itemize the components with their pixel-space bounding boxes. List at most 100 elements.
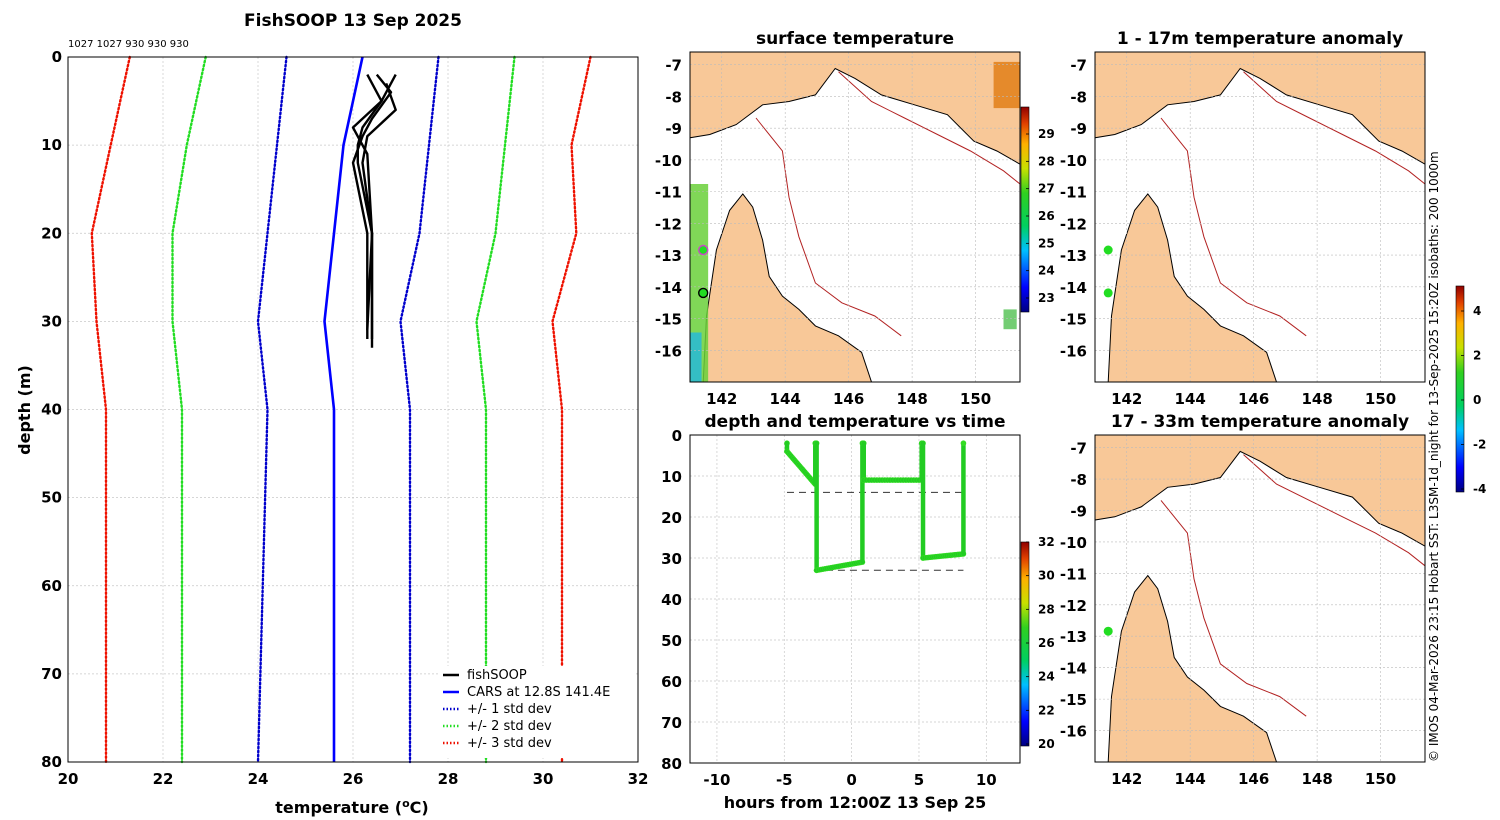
map-lon-tick: 144 <box>770 390 801 408</box>
colorbar-tick-label: -4 <box>1473 482 1486 496</box>
profile-line--3-std-dev-low- <box>90 55 131 764</box>
profile-x-tick: 26 <box>343 770 364 788</box>
map-lat-tick: -8 <box>1070 88 1087 106</box>
map-lat-tick: -12 <box>1060 597 1087 615</box>
profile-x-tick: 32 <box>628 770 649 788</box>
profile-y-tick: 70 <box>41 665 62 683</box>
profile-y-tick: 60 <box>41 577 62 595</box>
legend-box <box>438 666 634 758</box>
map-lon-tick: 142 <box>1111 770 1142 788</box>
profile-x-tick: 20 <box>58 770 79 788</box>
anom2-map: 142 144 146 148 150 -7 -8 -9 -10 -11 -12 -13 -14 -15 -… <box>1060 434 1426 788</box>
profile-x-tick: 30 <box>533 770 554 788</box>
profile-x-tick: 28 <box>438 770 459 788</box>
map-lat-tick: -10 <box>655 152 682 170</box>
profile-y-tick: 10 <box>41 136 62 154</box>
map-lon-tick: 144 <box>1175 770 1206 788</box>
timeseries-title: depth and temperature vs time <box>705 412 1006 432</box>
map-lat-tick: -9 <box>665 120 682 138</box>
sst-map-title: surface temperature <box>756 29 954 49</box>
map-lat-tick: -15 <box>1060 691 1087 709</box>
profile-line--1-std-dev-high- <box>399 55 440 764</box>
map-lon-tick: 148 <box>896 390 927 408</box>
map-lat-tick: -10 <box>1060 534 1087 552</box>
map-lat-tick: -9 <box>1070 502 1087 520</box>
land-cape-york <box>702 193 873 383</box>
ts-data-point <box>960 440 967 447</box>
map-lat-tick: -11 <box>655 184 682 202</box>
ts-colorbar-ticks: 32 30 28 26 24 22 20 <box>1026 535 1055 751</box>
profile-legend: fishSOOP CARS at 12.8S 141.4E +/- 1 std … <box>438 666 634 758</box>
map-lat-tick: -16 <box>655 342 682 360</box>
colorbar-tick-label: 28 <box>1038 154 1055 168</box>
map-frame <box>689 51 1021 383</box>
legend-sd3: +/- 3 std dev <box>467 736 552 751</box>
ts-x-tick: 5 <box>914 771 924 789</box>
legend-cars: CARS at 12.8S 141.4E <box>467 685 610 700</box>
isobath-line <box>838 71 1021 185</box>
anom1-map-panel: 1 - 17m temperature anomaly 142 144 146 148… <box>1060 29 1426 408</box>
map-lon-tick: 150 <box>960 390 991 408</box>
colorbar-tick-label: 30 <box>1038 569 1055 583</box>
map-frame <box>1094 434 1426 763</box>
profile-axes-box <box>67 56 639 763</box>
colorbar-tick-label: 29 <box>1038 127 1055 141</box>
sst-colorbar: 29 28 27 26 25 24 23 <box>1020 106 1055 313</box>
colorbar-tick-label: 32 <box>1038 535 1055 549</box>
profile-x-label: temperature (oC) <box>275 797 428 818</box>
colorbar-tick-label: 22 <box>1038 703 1055 717</box>
ts-y-tick: 0 <box>672 427 682 445</box>
isobath-line <box>1243 71 1426 185</box>
sst-colorbar-bar <box>1020 106 1030 313</box>
ts-x-tick: -10 <box>703 771 730 789</box>
map-lat-tick: -16 <box>1060 723 1087 741</box>
profile-line--2-std-dev-high- <box>475 55 516 764</box>
anom2-map-title: 17 - 33m temperature anomaly <box>1111 412 1409 432</box>
isobath-line <box>1243 454 1426 567</box>
profile-x-tick: 22 <box>153 770 174 788</box>
ts-y-tick: 10 <box>661 468 682 486</box>
map-lon-tick: 142 <box>1111 390 1142 408</box>
ts-y-tick: 30 <box>661 550 682 568</box>
colorbar-tick-label: 24 <box>1038 670 1055 684</box>
timeseries-grid <box>690 434 1020 764</box>
land-cape-york <box>1107 574 1278 763</box>
map-lat-tick: -15 <box>655 311 682 329</box>
timeseries-ticks: -10 -5 0 5 10 0 10 20 30 40 50 60 70 80 <box>661 427 997 789</box>
map-lon-tick: 148 <box>1301 390 1332 408</box>
map-lat-tick: -8 <box>1070 471 1087 489</box>
map-lat-tick: -7 <box>665 57 682 75</box>
profile-y-label: depth (m) <box>15 365 34 455</box>
anom-colorbar: 4 2 0 -2 -4 <box>1455 285 1486 496</box>
map-lat-tick: -7 <box>1070 57 1087 75</box>
map-lat-tick: -11 <box>1060 565 1087 583</box>
colorbar-tick-label: 2 <box>1473 349 1481 363</box>
profile-y-tick: 80 <box>41 753 62 771</box>
profile-line--2-std-dev-low- <box>171 55 207 764</box>
map-lat-tick: -11 <box>1060 184 1087 202</box>
sst-data-patch <box>690 332 702 382</box>
ts-y-tick: 20 <box>661 509 682 527</box>
profile-title: FishSOOP 13 Sep 2025 <box>244 11 462 31</box>
colorbar-tick-label: 26 <box>1038 209 1055 223</box>
colorbar-tick-label: 0 <box>1473 393 1481 407</box>
vessel-location-marker <box>1103 288 1113 298</box>
ts-y-tick: 60 <box>661 673 682 691</box>
anom-colorbar-ticks: 4 2 0 -2 -4 <box>1461 304 1486 496</box>
map-lat-tick: -9 <box>1070 120 1087 138</box>
ts-y-tick: 70 <box>661 714 682 732</box>
map-lat-tick: -12 <box>655 215 682 233</box>
map-frame <box>1094 51 1426 383</box>
isobath-line <box>1160 500 1307 717</box>
fishsoop-cast-line <box>351 74 397 331</box>
map-lon-tick: 150 <box>1365 390 1396 408</box>
map-lat-tick: -8 <box>665 88 682 106</box>
profile-top-note: 1027 1027 930 930 930 <box>68 39 189 50</box>
anom-colorbar-bar <box>1455 285 1465 493</box>
ts-x-tick: -5 <box>776 771 793 789</box>
ts-y-tick: 40 <box>661 591 682 609</box>
isobath-line <box>1160 117 1307 337</box>
map-lat-tick: -14 <box>1060 660 1087 678</box>
vessel-location-marker <box>698 244 709 256</box>
